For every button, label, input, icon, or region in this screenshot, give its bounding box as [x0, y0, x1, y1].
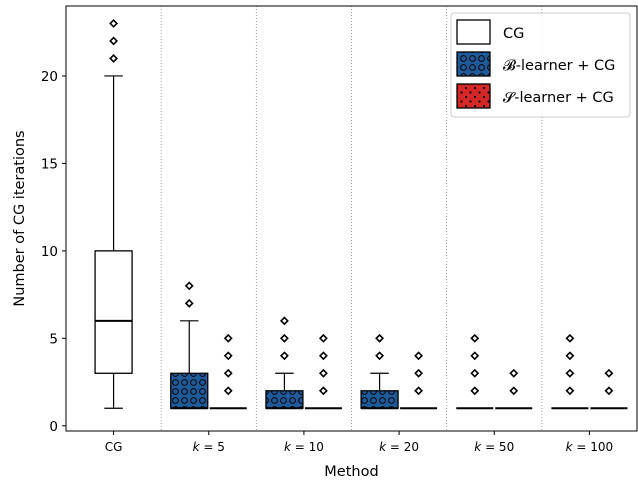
x-axis-label: Method — [324, 464, 378, 480]
x-tick-label: k = 50 — [474, 440, 514, 454]
outlier-point — [375, 333, 385, 343]
x-tick-label: CG — [105, 440, 123, 454]
outlier-point — [414, 368, 424, 378]
outlier-point — [318, 333, 328, 343]
outlier-point — [604, 368, 614, 378]
outlier-point — [565, 333, 575, 343]
x-tick-label: k = 20 — [379, 440, 419, 454]
outlier-point — [279, 316, 289, 326]
outlier-point — [184, 281, 194, 291]
outlier-point — [470, 386, 480, 396]
outlier-point — [109, 36, 119, 46]
outlier-point — [184, 298, 194, 308]
outlier-point — [565, 386, 575, 396]
y-axis-label: Number of CG iterations — [12, 130, 28, 306]
outlier-point — [318, 368, 328, 378]
outlier-point — [604, 386, 614, 396]
y-tick-label: 20 — [41, 69, 58, 85]
outlier-point — [318, 386, 328, 396]
legend-label-b: 𝓑-learner + CG — [503, 58, 615, 74]
legend-swatch-b — [456, 51, 491, 77]
legend: CG 𝓑-learner + CG 𝓢-learner + CG — [450, 12, 631, 118]
outlier-point — [318, 351, 328, 361]
box-cg — [94, 250, 133, 374]
outlier-point — [279, 333, 289, 343]
box-b — [360, 390, 399, 409]
outlier-point — [565, 368, 575, 378]
y-tick-label: 15 — [41, 156, 58, 172]
outlier-point — [470, 351, 480, 361]
legend-label-s: 𝓢-learner + CG — [503, 90, 614, 106]
legend-frame — [450, 12, 631, 118]
axes-frame — [65, 5, 638, 432]
outlier-point — [279, 351, 289, 361]
outlier-point — [414, 386, 424, 396]
box-b — [265, 390, 304, 409]
outlier-point — [223, 351, 233, 361]
outlier-point — [223, 386, 233, 396]
box-b — [170, 372, 209, 409]
outlier-point — [375, 351, 385, 361]
y-tick-label: 5 — [49, 331, 58, 347]
outlier-point — [509, 368, 519, 378]
x-tick-label: k = 100 — [566, 440, 614, 454]
legend-label-cg: CG — [503, 26, 524, 42]
plot-area: CG k = 5 k = 10 k = 20 k = 50 k = 100 0 5 10 15 20 — [41, 5, 638, 454]
x-tick-label: k = 10 — [284, 440, 324, 454]
legend-swatch-s — [456, 83, 491, 109]
legend-swatch-cg — [456, 19, 491, 45]
outlier-point — [223, 333, 233, 343]
outlier-point — [509, 386, 519, 396]
x-tick-label: k = 5 — [193, 440, 225, 454]
outlier-point — [470, 368, 480, 378]
outlier-point — [565, 351, 575, 361]
outlier-point — [223, 368, 233, 378]
y-tick-label: 10 — [41, 244, 58, 260]
outlier-point — [109, 54, 119, 63]
y-tick-label: 0 — [49, 419, 58, 435]
outlier-point — [414, 351, 424, 361]
outlier-point — [470, 333, 480, 343]
outlier-point — [109, 19, 119, 28]
